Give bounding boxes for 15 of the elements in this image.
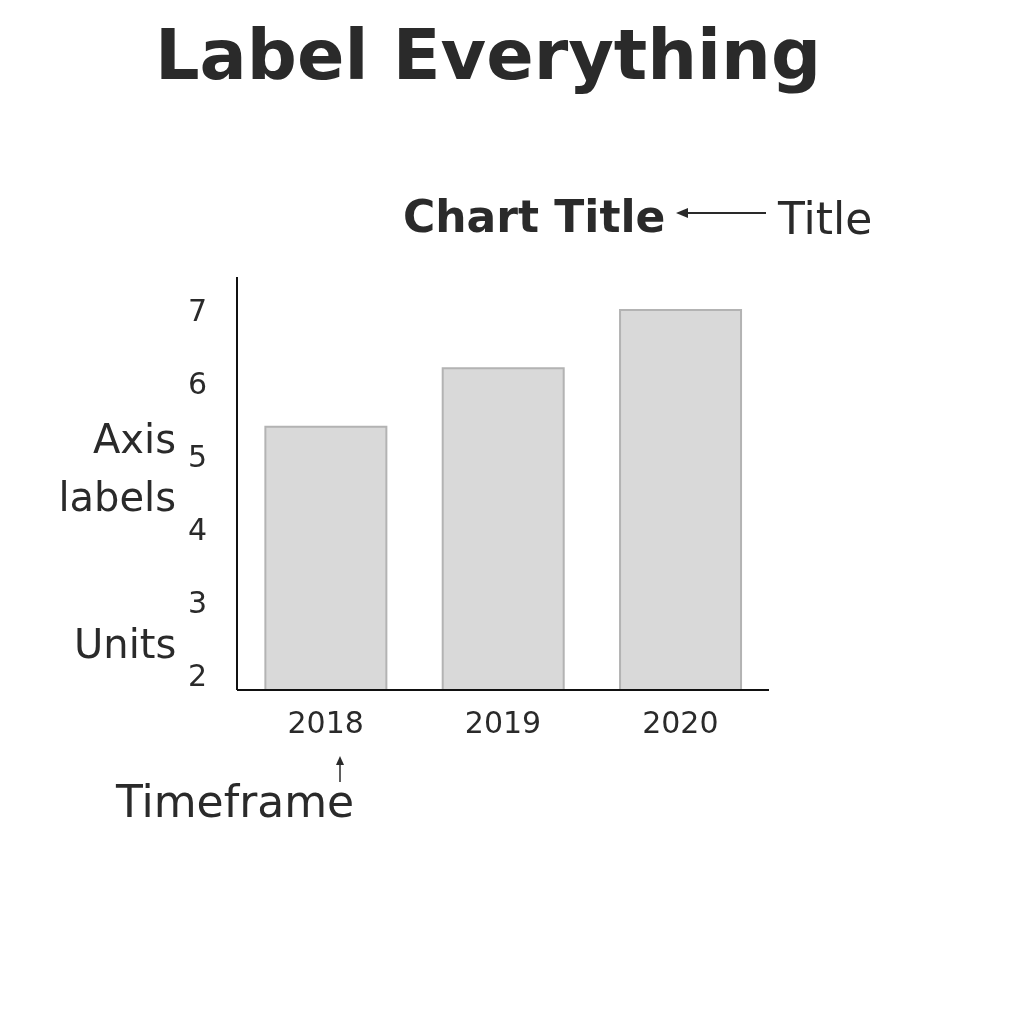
x-tick-label: 2019	[464, 705, 542, 741]
x-tick-label: 2020	[642, 705, 719, 741]
text: Title	[778, 193, 873, 244]
x-tick-label: 2018	[287, 705, 364, 741]
text: Axis labels	[57, 415, 176, 522]
x-axis-title: Timeframe	[116, 776, 355, 827]
y-tick-label: 4	[187, 511, 207, 547]
y-tick-label: 7	[187, 292, 207, 328]
y-tick-label: 3	[187, 584, 207, 620]
y-tick-label: 5	[187, 438, 207, 474]
chart-subtitle: Chart Title	[403, 191, 666, 242]
y-axis-title: Units	[74, 621, 177, 667]
y-tick-label: 6	[187, 365, 207, 401]
y-tick-label: 2	[187, 658, 207, 694]
chart-title: Label Everything	[153, 14, 823, 96]
